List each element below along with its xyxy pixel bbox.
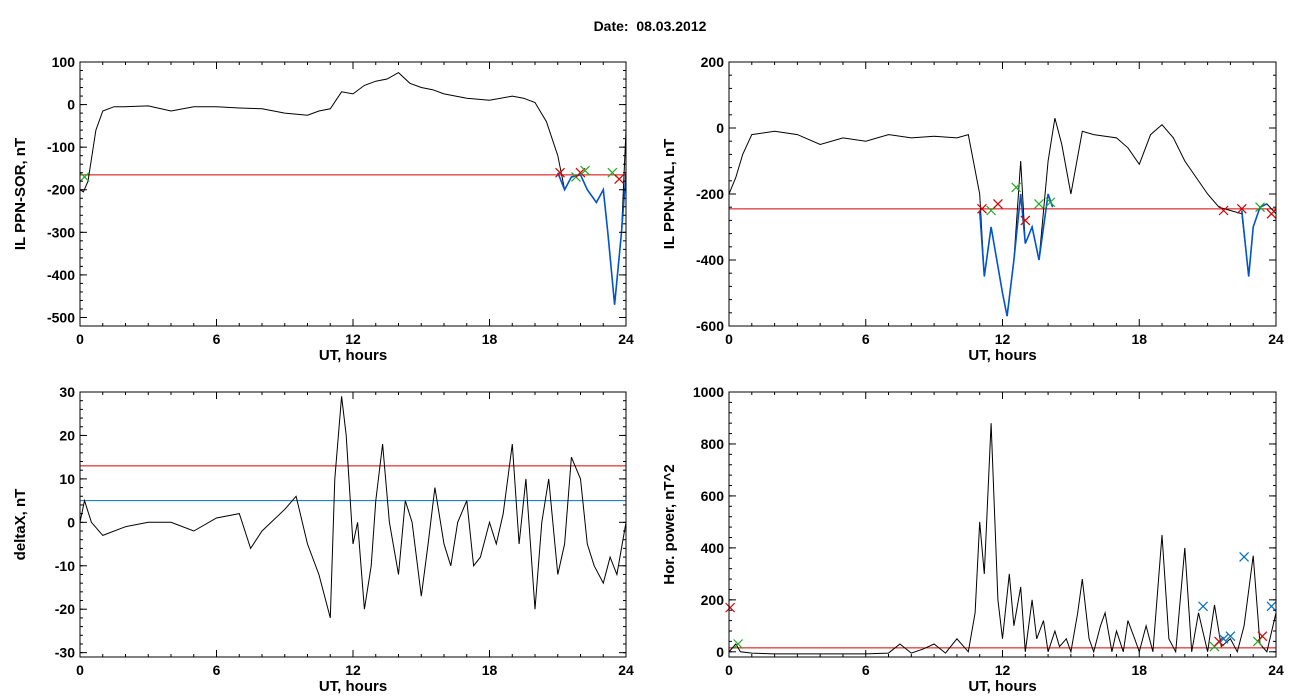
panel-il-ppn-nal: 0 6 12 18 24 200 0 -200 -400 -600 UT, hours IL PPN-… [661,54,1284,364]
y-tick-label: 0 [716,120,724,136]
series-line [80,71,626,305]
marker-blue [1239,552,1250,562]
x-tick-label: 24 [1268,662,1284,678]
y-tick-label: 20 [59,427,75,443]
y-tick-label: 800 [701,436,725,452]
page-title: Date: 08.03.2012 [593,18,707,34]
series-line [729,423,1276,655]
y-tick-label: -400 [696,252,724,268]
marker-red [1266,208,1277,219]
x-tick-label: 24 [1268,331,1284,347]
y-tick-label: -20 [55,601,75,617]
y-tick-label: -200 [47,182,75,198]
marker-blue [1266,601,1277,612]
x-tick-label: 24 [618,662,634,678]
panel-hor-power: 0 6 12 18 24 1000 800 600 400 200 0 UT, hours Hor. p… [661,384,1284,695]
marker-green [733,639,744,649]
marker-red [555,167,565,178]
marker-green [1011,182,1022,193]
x-tick-label: 0 [76,331,84,347]
x-tick-label: 12 [995,662,1011,678]
x-tick-label: 0 [725,331,733,347]
x-tick-label: 12 [995,331,1011,347]
x-tick-label: 12 [345,331,361,347]
y-tick-label: 10 [59,471,75,487]
panel-deltax: 0 6 12 18 24 30 20 10 0 -10 -20 -30 UT, hours deltaX,… [12,384,634,695]
x-tick-label: 6 [862,662,870,678]
plot-frame [728,61,1277,327]
marker-red [614,174,625,185]
y-axis-label: IL PPN-NAL, nT [661,139,678,250]
marker-red [725,602,736,613]
x-tick-label: 0 [725,662,733,678]
y-tick-label: -30 [55,645,75,661]
y-tick-label: -300 [47,224,75,240]
x-tick-label: 6 [213,331,221,347]
x-tick-label: 12 [345,662,361,678]
y-tick-label: 400 [701,540,725,556]
marker-green [580,165,590,176]
y-tick-label: -200 [696,186,724,202]
x-tick-label: 0 [76,662,84,678]
marker-green [79,172,90,182]
highlight-series-line [557,172,626,305]
marker-red [1236,203,1247,214]
marker-red [1218,205,1229,216]
y-tick-label: 200 [701,592,725,608]
marker-blue [1198,601,1208,612]
y-tick-label: -100 [47,139,75,155]
y-tick-label: -400 [47,267,75,283]
y-tick-label: 0 [67,97,75,113]
series-line [729,117,1276,317]
y-tick-label: -10 [55,558,75,574]
y-tick-label: 1000 [693,384,724,400]
highlight-series-line [978,193,1054,317]
series-line [80,396,626,619]
plot-frame [79,61,627,327]
marker-red [993,198,1003,209]
x-tick-label: 6 [862,331,870,347]
x-axis-label: UT, hours [968,347,1036,364]
y-tick-label: 0 [67,514,75,530]
x-tick-label: 18 [1131,662,1147,678]
x-tick-label: 18 [482,662,498,678]
marker-green [1255,202,1265,213]
marker-red [1020,215,1031,226]
plot-frame [79,391,627,658]
marker-red [1257,631,1268,642]
y-axis-label: IL PPN-SOR, nT [12,138,29,250]
y-tick-label: 30 [59,384,75,400]
y-tick-label: -600 [696,318,724,334]
y-tick-label: 200 [701,54,725,70]
marker-red [1214,636,1224,647]
x-tick-label: 6 [213,662,221,678]
marker-red [977,203,987,214]
highlight-series-line [1241,203,1268,277]
y-tick-label: 600 [701,488,725,504]
plot-frame [728,391,1277,658]
marker-blue [1225,631,1236,642]
x-axis-label: UT, hours [319,347,387,364]
y-tick-label: 0 [716,644,724,660]
x-axis-label: UT, hours [319,678,387,695]
panel-il-ppn-sor: 0 6 12 18 24 100 0 -100 -200 -300 -400 -500 UT, hour… [12,54,634,364]
x-tick-label: 24 [618,331,634,347]
y-tick-label: -500 [47,309,75,325]
marker-green [1034,198,1044,209]
x-axis-label: UT, hours [968,678,1036,695]
marker-blue [1218,633,1229,644]
x-tick-label: 18 [482,331,498,347]
marker-green [1045,197,1056,208]
x-tick-label: 18 [1131,331,1147,347]
y-axis-label: Hor. power, nT^2 [661,464,678,584]
y-axis-label: deltaX, nT [12,489,29,561]
y-tick-label: 100 [52,54,76,70]
